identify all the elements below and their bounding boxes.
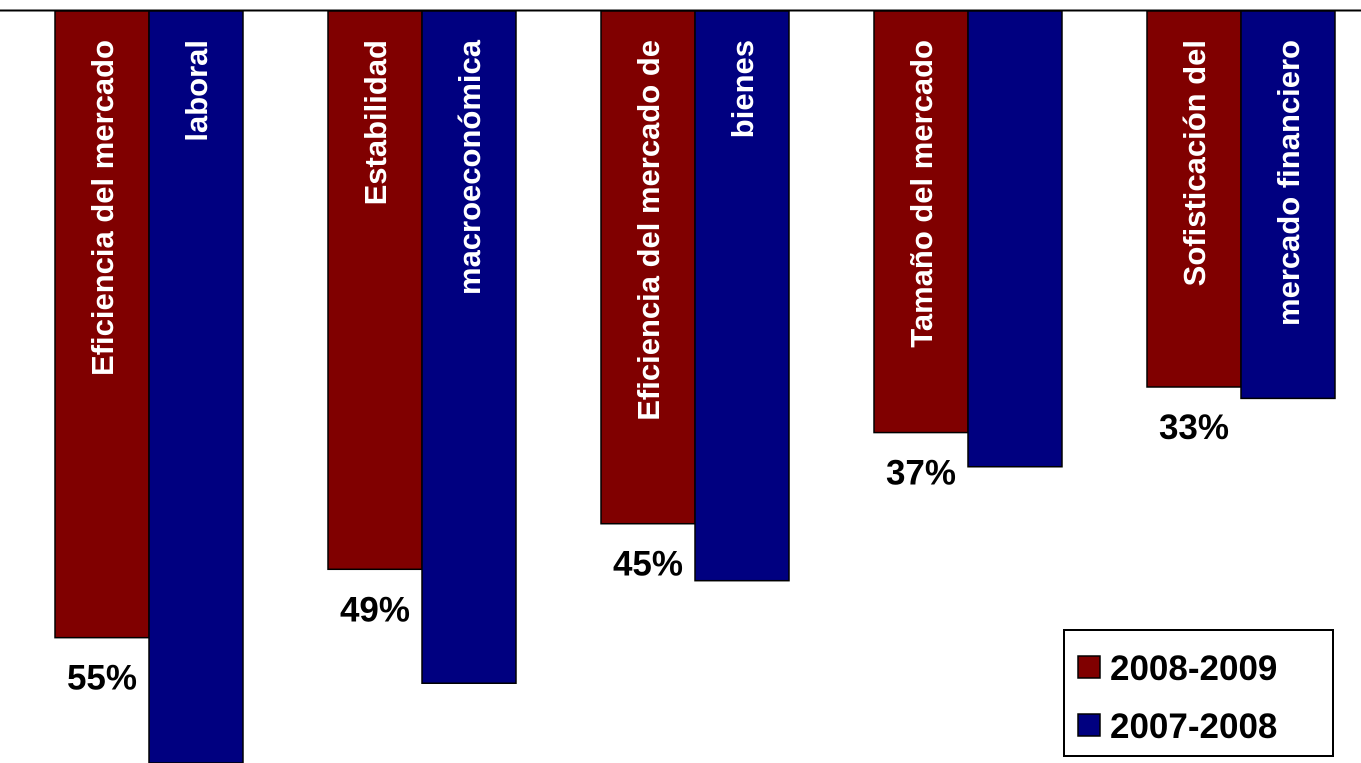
category-label-0-1: laboral [179, 40, 214, 142]
bar-2007-2008-0 [148, 10, 244, 763]
legend: 2008-2009 2007-2008 [1063, 629, 1334, 757]
bars-group [54, 10, 1336, 763]
bar-2008-2009-3 [873, 10, 969, 434]
category-label-2-1: bienes [725, 40, 760, 138]
bar-2007-2008-1 [421, 10, 517, 684]
legend-label-2007-2008: 2007-2008 [1110, 707, 1277, 746]
data-label-1: 49% [340, 590, 410, 629]
data-label-0: 55% [67, 659, 137, 698]
legend-swatch-2008-2009 [1077, 655, 1101, 679]
category-label-1-1: macroeconómica [452, 39, 487, 295]
bar-2007-2008-2 [694, 10, 790, 582]
category-label-0-0: Eficiencia del mercado [85, 40, 120, 376]
data-label-2: 45% [613, 545, 683, 584]
bar-2008-2009-0 [54, 10, 150, 639]
data-label-3: 37% [886, 454, 956, 493]
category-label-4-0: Sofisticación del [1177, 40, 1212, 286]
bar-2007-2008-3 [967, 10, 1063, 468]
bar-2008-2009-1 [327, 10, 423, 571]
category-label-2-0: Eficiencia del mercado de [631, 40, 666, 421]
bar-2007-2008-4 [1240, 10, 1336, 400]
category-label-1-0: Estabilidad [358, 40, 393, 205]
labels-group: Eficiencia del mercado laboral 55% Estabili… [67, 39, 1306, 697]
bar-2008-2009-2 [600, 10, 696, 525]
legend-label-2008-2009: 2008-2009 [1110, 649, 1277, 688]
legend-swatch-2007-2008 [1077, 713, 1101, 737]
category-label-4-1: mercado financiero [1271, 40, 1306, 326]
category-label-3-0: Tamaño del mercado [904, 40, 939, 348]
data-label-4: 33% [1159, 408, 1229, 447]
legend-box [1063, 629, 1334, 757]
